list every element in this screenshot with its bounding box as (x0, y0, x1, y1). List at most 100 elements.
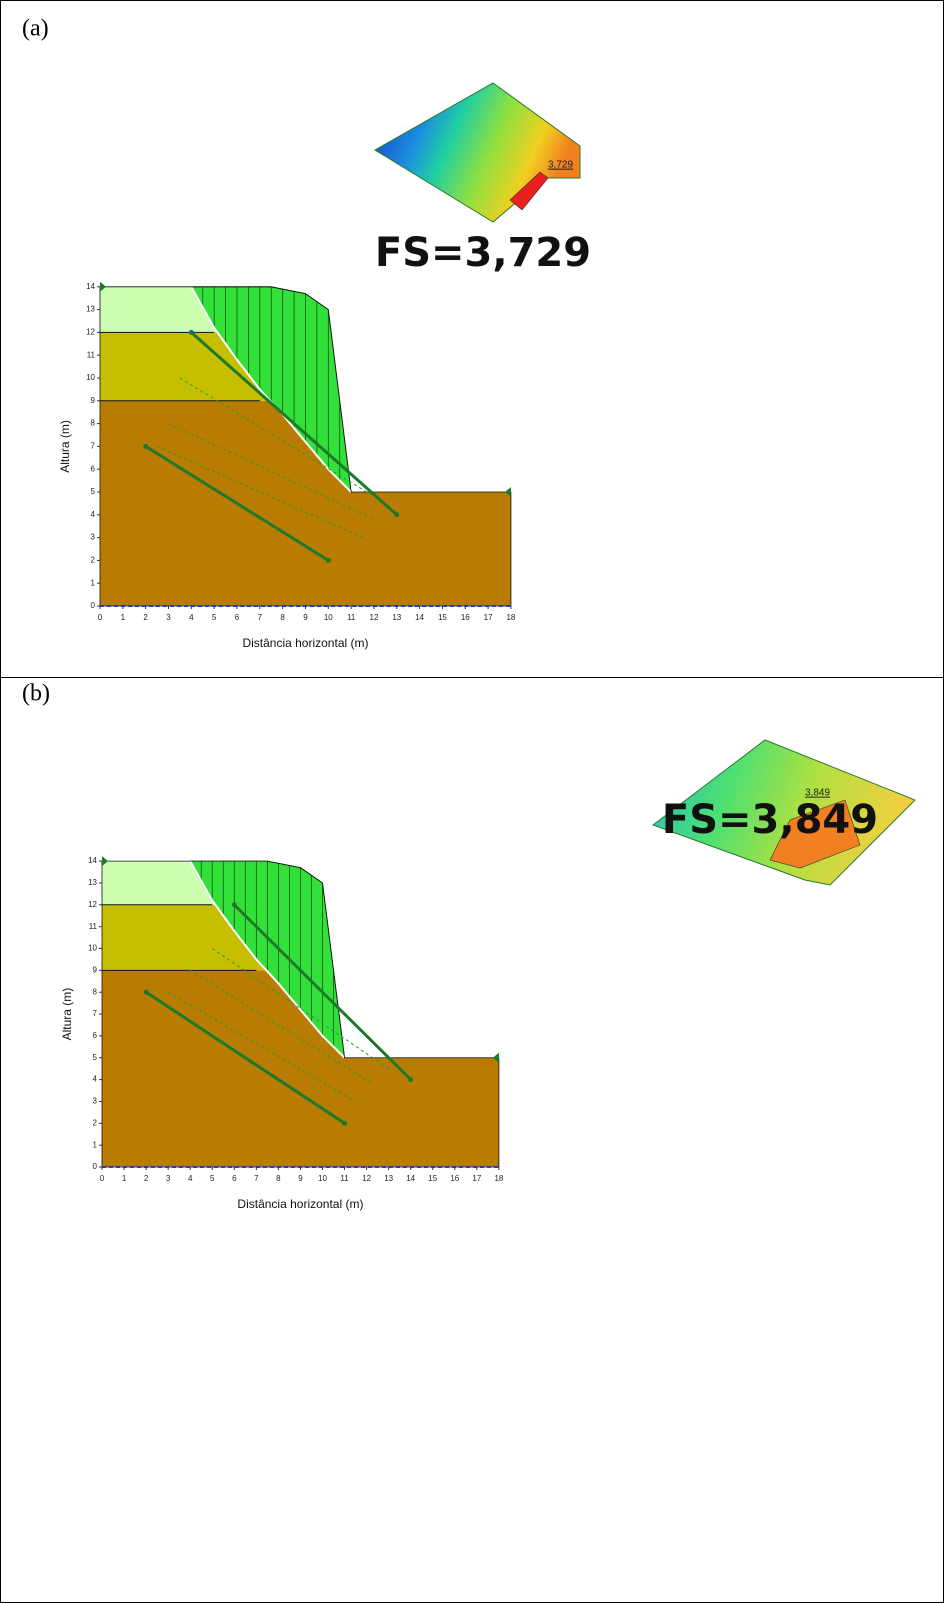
y-tick-label: 8 (93, 987, 98, 996)
x-tick-label: 3 (166, 1174, 171, 1183)
x-tick-label: 17 (484, 613, 493, 622)
x-tick-label: 16 (461, 613, 470, 622)
y-tick-label: 2 (91, 556, 96, 565)
x-tick-label: 3 (166, 613, 171, 622)
boundary-marker (492, 1052, 499, 1063)
x-tick-label: 8 (276, 1174, 281, 1183)
x-tick-label: 8 (280, 613, 285, 622)
nail-dashed (179, 377, 386, 504)
y-tick-label: 4 (91, 510, 96, 519)
x-tick-label: 11 (340, 1174, 349, 1183)
x-tick-label: 5 (210, 1174, 215, 1183)
nail-end (342, 1120, 348, 1126)
y-tick-label: 10 (86, 373, 95, 382)
x-tick-label: 11 (347, 613, 356, 622)
x-tick-label: 14 (415, 613, 424, 622)
x-tick-label: 9 (303, 613, 308, 622)
soil-nail (233, 903, 412, 1081)
x-tick-label: 4 (189, 613, 194, 622)
y-tick-label: 0 (93, 1162, 98, 1171)
x-tick-label: 1 (122, 1174, 127, 1183)
y-tick-label: 13 (88, 878, 97, 887)
fs-contour-grid (374, 82, 581, 223)
nail-end (394, 512, 400, 518)
soil-nail (144, 445, 330, 562)
boundary-marker (504, 487, 511, 497)
y-tick-label: 6 (91, 464, 96, 473)
y-tick-label: 12 (88, 900, 97, 909)
slip-surface (189, 860, 346, 1059)
x-tick-label: 4 (188, 1174, 193, 1183)
y-axis-label: Altura (m) (60, 988, 74, 1041)
y-tick-label: 0 (91, 601, 96, 610)
y-tick-label: 9 (93, 965, 98, 974)
x-tick-label: 6 (232, 1174, 237, 1183)
x-tick-label: 17 (472, 1174, 481, 1183)
x-tick-label: 13 (384, 1174, 393, 1183)
y-tick-label: 4 (93, 1075, 98, 1084)
x-tick-label: 10 (324, 613, 333, 622)
panel-label: (b) (22, 681, 50, 707)
y-tick-label: 14 (88, 856, 97, 865)
x-tick-label: 15 (428, 1174, 437, 1183)
x-tick-label: 13 (392, 613, 401, 622)
soil-nail (145, 990, 346, 1125)
x-tick-label: 12 (370, 613, 379, 622)
nail-dashed (168, 423, 375, 520)
nail-end (325, 557, 331, 563)
y-tick-label: 12 (86, 328, 95, 337)
y-tick-label: 2 (93, 1118, 98, 1127)
x-tick-label: 0 (100, 1174, 105, 1183)
y-tick-label: 14 (86, 282, 95, 291)
slope-outline (101, 860, 500, 1168)
x-tick-label: 2 (143, 613, 148, 622)
x-tick-label: 12 (362, 1174, 371, 1183)
y-axis-label: Altura (m) (58, 420, 72, 473)
x-tick-label: 18 (506, 613, 515, 622)
boundary-marker (102, 856, 108, 867)
y-tick-label: 13 (86, 305, 95, 314)
y-tick-label: 1 (93, 1140, 98, 1149)
y-tick-label: 5 (91, 487, 96, 496)
y-tick-label: 7 (93, 1009, 98, 1018)
critical-zone (509, 171, 549, 211)
y-tick-label: 9 (91, 396, 96, 405)
contour-min-label: 3,729 (548, 160, 573, 171)
x-tick-label: 16 (450, 1174, 459, 1183)
y-tick-label: 10 (88, 944, 97, 953)
x-tick-label: 7 (258, 613, 263, 622)
contour-min-label: 3,849 (805, 788, 830, 799)
x-tick-label: 1 (121, 613, 126, 622)
y-tick-label: 5 (93, 1053, 98, 1062)
nail-dashed (167, 991, 356, 1102)
panel-label: (a) (22, 16, 49, 42)
factor-of-safety: FS=3,849 (662, 797, 878, 843)
nail-end (143, 443, 149, 449)
x-axis-label: Distância horizontal (m) (242, 636, 368, 650)
nail-end (143, 989, 149, 995)
nail-end (231, 902, 237, 908)
x-tick-label: 0 (98, 613, 103, 622)
y-tick-label: 11 (89, 922, 98, 931)
y-tick-label: 3 (93, 1097, 98, 1106)
y-tick-label: 6 (93, 1031, 98, 1040)
x-axis-label: Distância horizontal (m) (237, 1197, 363, 1211)
slope-outline (99, 286, 512, 607)
y-tick-label: 7 (91, 442, 96, 451)
x-tick-label: 7 (254, 1174, 259, 1183)
x-tick-label: 10 (318, 1174, 327, 1183)
nail-dashed (156, 445, 363, 539)
soil-nail (190, 331, 398, 516)
x-tick-label: 15 (438, 613, 447, 622)
x-tick-label: 2 (144, 1174, 149, 1183)
y-tick-label: 11 (87, 350, 96, 359)
factor-of-safety: FS=3,729 (375, 230, 591, 276)
x-tick-label: 6 (235, 613, 240, 622)
boundary-marker (100, 281, 106, 292)
y-tick-label: 3 (91, 533, 96, 542)
y-tick-label: 8 (91, 419, 96, 428)
nail-end (408, 1077, 414, 1083)
